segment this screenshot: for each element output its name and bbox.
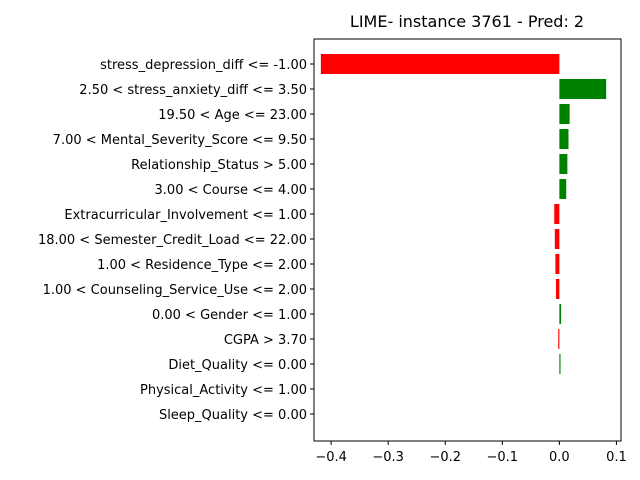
bar-1 (559, 79, 607, 99)
x-tick-label-2: −0.2 (429, 450, 461, 465)
bar-9 (555, 279, 560, 299)
y-tick-label-1: 2.50 < stress_anxiety_diff <= 3.50 (79, 83, 307, 98)
y-tick-label-7: 18.00 < Semester_Credit_Load <= 22.00 (38, 233, 307, 248)
bar-6 (554, 204, 560, 224)
bar-12 (559, 354, 561, 374)
bar-5 (559, 179, 567, 199)
bar-4 (559, 154, 568, 174)
y-tick-label-14: Sleep_Quality <= 0.00 (159, 408, 307, 423)
x-ticks: −0.4 −0.3 −0.2 −0.1 0.0 0.1 (315, 441, 627, 465)
x-tick-label-4: 0.0 (549, 450, 570, 465)
y-tick-label-5: 3.00 < Course <= 4.00 (155, 183, 307, 198)
bar-2 (559, 104, 570, 124)
plot-frame (313, 38, 622, 442)
bars-group (320, 54, 607, 374)
y-tick-label-10: 0.00 < Gender <= 1.00 (152, 308, 307, 323)
bar-0 (320, 54, 560, 74)
y-tick-label-2: 19.50 < Age <= 23.00 (158, 108, 307, 123)
bar-3 (559, 129, 569, 149)
y-tick-label-6: Extracurricular_Involvement <= 1.00 (64, 208, 307, 223)
y-tick-label-9: 1.00 < Counseling_Service_Use <= 2.00 (43, 283, 307, 298)
x-tick-label-5: 0.1 (606, 450, 627, 465)
bar-8 (555, 254, 560, 274)
y-tick-label-13: Physical_Activity <= 1.00 (140, 383, 307, 398)
x-tick-label-1: −0.3 (372, 450, 404, 465)
bar-7 (554, 229, 560, 249)
x-tick-label-0: −0.4 (315, 450, 347, 465)
x-tick-label-3: −0.1 (487, 450, 519, 465)
y-tick-label-0: stress_depression_diff <= -1.00 (100, 58, 307, 73)
chart-title: LIME- instance 3761 - Pred: 2 (350, 12, 584, 31)
y-tick-label-4: Relationship_Status > 5.00 (131, 158, 307, 173)
bar-10 (559, 304, 562, 324)
y-tick-label-3: 7.00 < Mental_Severity_Score <= 9.50 (53, 133, 307, 148)
y-tick-label-11: CGPA > 3.70 (224, 333, 307, 348)
y-tick-label-12: Diet_Quality <= 0.00 (168, 358, 307, 373)
y-tick-labels: stress_depression_diff <= -1.00 2.50 < st… (38, 58, 314, 423)
bar-11 (558, 329, 560, 349)
y-tick-label-8: 1.00 < Residence_Type <= 2.00 (97, 258, 307, 273)
